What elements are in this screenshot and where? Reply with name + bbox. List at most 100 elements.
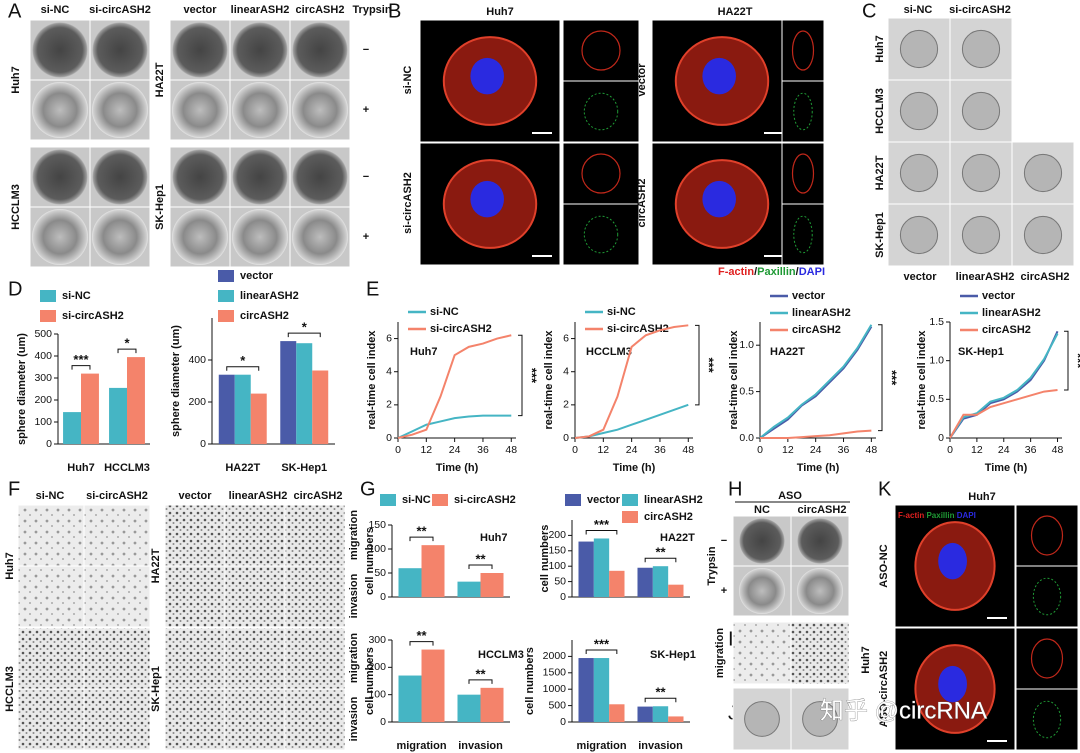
x-tick-label: invasion — [458, 740, 503, 752]
column-label: vector — [183, 4, 217, 16]
x-axis-label: Time (h) — [985, 462, 1028, 474]
image-cell — [83, 688, 151, 751]
inset-label: HA22T — [660, 532, 695, 544]
scale-bar — [532, 255, 552, 257]
panel-letter: I — [728, 628, 734, 650]
stain-name: Paxillin — [926, 511, 954, 520]
column-label: si-NC — [41, 4, 70, 16]
legend-label: circASH2 — [982, 324, 1031, 336]
bar — [637, 706, 653, 722]
image-cell — [1015, 688, 1079, 751]
y-tick-label: 400 — [188, 354, 206, 366]
scale-bar — [764, 255, 784, 257]
scale-bar — [764, 132, 784, 134]
x-tick-label: 36 — [838, 444, 850, 456]
inset-label: SK-Hep1 — [650, 649, 696, 661]
image-cell — [89, 79, 151, 141]
column-label: circASH2 — [1021, 271, 1070, 283]
sphere — [899, 153, 939, 193]
dish — [292, 82, 348, 138]
bar — [637, 567, 653, 597]
image-bg — [284, 627, 346, 690]
y-axis-label: sphere diameter (um) — [170, 325, 182, 437]
bar — [578, 658, 594, 722]
column-label: si-circASH2 — [86, 490, 148, 502]
y-tick-label: 200 — [34, 394, 52, 406]
y-tick-label: 1.0 — [929, 354, 944, 366]
panel-letter: A — [8, 0, 22, 22]
image-cell — [781, 203, 825, 266]
significance-bracket — [468, 564, 493, 569]
cell-outline — [583, 92, 619, 131]
significance: ** — [475, 666, 486, 681]
stain-name: F-actin — [718, 266, 754, 278]
column-label: vector — [903, 271, 937, 283]
image-cell — [284, 688, 346, 751]
cell-outline — [1030, 638, 1064, 679]
row-label: migration — [714, 628, 726, 678]
image-cell — [790, 687, 850, 751]
significance: ** — [475, 551, 486, 566]
treatment-sign: − — [363, 171, 369, 183]
x-tick-label: 24 — [998, 444, 1010, 456]
image-cell — [887, 203, 951, 267]
y-tick-label: 0 — [560, 591, 566, 603]
image-cell — [949, 141, 1013, 205]
image-cell — [29, 19, 91, 81]
image-cell — [887, 17, 951, 81]
image-cell — [229, 146, 291, 208]
image-cell — [89, 146, 151, 208]
image-bg — [83, 627, 151, 690]
image-bg — [17, 627, 85, 690]
image-bg — [164, 627, 226, 690]
y-tick-label: 0.0 — [739, 432, 754, 444]
cell-outline — [581, 153, 621, 194]
image-cell — [284, 627, 346, 690]
x-tick-label: migration — [576, 740, 626, 752]
line — [759, 326, 873, 439]
legend-label: vector — [240, 270, 274, 282]
y-axis-label: cell numbers — [539, 525, 551, 593]
image-cell — [949, 203, 1013, 267]
image-cell — [289, 146, 351, 208]
image-cell — [887, 79, 951, 143]
legend-label: si-circASH2 — [430, 323, 492, 335]
image-cell — [224, 688, 286, 751]
significance-bracket — [878, 324, 883, 432]
image-bg — [17, 565, 85, 628]
x-tick-label: 24 — [810, 444, 822, 456]
nucleus — [702, 57, 736, 95]
image-cell — [562, 203, 640, 266]
y-tick-label: 200 — [368, 661, 386, 673]
row-label: si-NC — [402, 66, 414, 95]
bar — [668, 716, 684, 722]
significance: ** — [416, 524, 427, 539]
legend-label: linearASH2 — [644, 494, 703, 506]
image-cell — [790, 565, 850, 617]
image-cell — [1011, 141, 1075, 205]
image-cell — [29, 79, 91, 141]
row-label: Trypsin — [706, 546, 718, 585]
row-label: Huh7 — [860, 646, 872, 674]
row-label: HCCLM3 — [10, 184, 22, 230]
inset-label: Huh7 — [480, 532, 508, 544]
legend-swatch — [40, 310, 56, 322]
column-label: vector — [178, 490, 212, 502]
legend-label: circASH2 — [792, 324, 841, 336]
bar — [480, 687, 504, 722]
image-bg — [562, 19, 640, 82]
legend-swatch — [432, 494, 448, 506]
x-tick-label: invasion — [638, 740, 683, 752]
bar — [280, 341, 297, 444]
panel-letter: G — [360, 478, 376, 500]
image-cell — [29, 146, 91, 208]
image-bg — [83, 504, 151, 567]
column-label: si-circASH2 — [949, 4, 1011, 16]
inset-label: SK-Hep1 — [958, 346, 1004, 358]
image-cell — [419, 142, 561, 266]
inset-label: HCCLM3 — [478, 649, 524, 661]
legend-swatch — [218, 270, 234, 282]
column-label: si-NC — [904, 4, 933, 16]
image-bg — [1015, 688, 1079, 751]
image-cell — [164, 688, 226, 751]
